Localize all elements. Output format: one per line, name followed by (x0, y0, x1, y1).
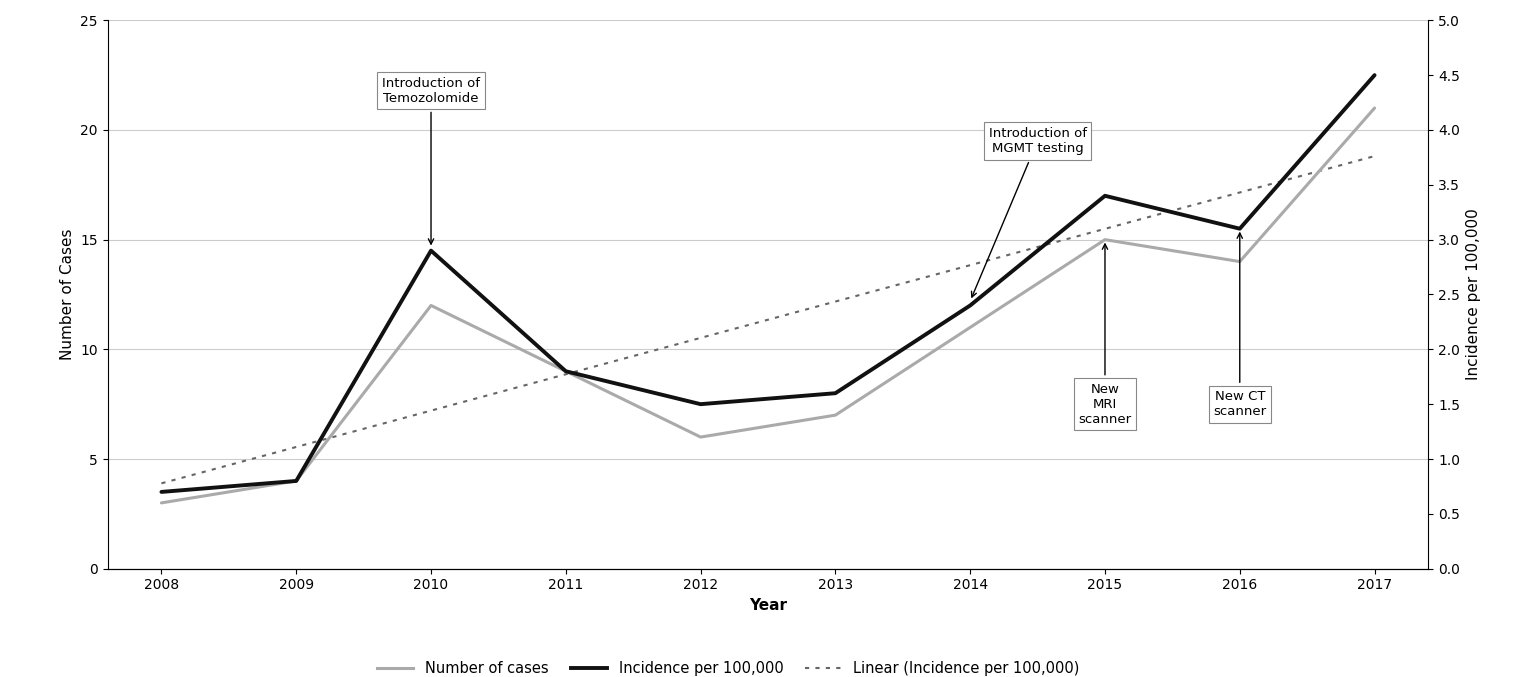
Incidence per 100,000 (556, 367, 574, 375)
Number of cases (422, 301, 441, 309)
Linear (Incidence per 100,000) (287, 443, 306, 451)
Incidence per 100,000 (287, 477, 306, 485)
Number of cases (962, 324, 980, 332)
Text: New
MRI
scanner: New MRI scanner (1078, 244, 1132, 426)
Text: New CT
scanner: New CT scanner (1213, 233, 1266, 418)
Linear (Incidence per 100,000) (152, 479, 170, 487)
Linear (Incidence per 100,000) (691, 334, 710, 342)
Number of cases (826, 411, 845, 419)
Number of cases (691, 433, 710, 441)
Y-axis label: Incidence per 100,000: Incidence per 100,000 (1465, 209, 1481, 380)
X-axis label: Year: Year (750, 598, 786, 613)
Line: Number of cases: Number of cases (161, 108, 1375, 503)
Legend: Number of cases, Incidence per 100,000, Linear (Incidence per 100,000): Number of cases, Incidence per 100,000, … (372, 655, 1086, 677)
Line: Linear (Incidence per 100,000): Linear (Incidence per 100,000) (161, 156, 1375, 483)
Y-axis label: Number of Cases: Number of Cases (60, 229, 75, 360)
Number of cases (1366, 104, 1384, 112)
Linear (Incidence per 100,000) (962, 261, 980, 269)
Number of cases (1230, 257, 1249, 265)
Number of cases (152, 499, 170, 507)
Line: Incidence per 100,000: Incidence per 100,000 (161, 75, 1375, 492)
Linear (Incidence per 100,000) (1366, 152, 1384, 160)
Incidence per 100,000 (962, 301, 980, 309)
Incidence per 100,000 (1366, 71, 1384, 79)
Incidence per 100,000 (152, 488, 170, 496)
Incidence per 100,000 (1095, 192, 1114, 200)
Incidence per 100,000 (422, 246, 441, 255)
Incidence per 100,000 (826, 389, 845, 397)
Linear (Incidence per 100,000) (826, 297, 845, 305)
Text: Introduction of
MGMT testing: Introduction of MGMT testing (971, 127, 1086, 297)
Text: Introduction of
Temozolomide: Introduction of Temozolomide (382, 77, 481, 244)
Linear (Incidence per 100,000) (1095, 225, 1114, 233)
Incidence per 100,000 (691, 400, 710, 408)
Linear (Incidence per 100,000) (422, 407, 441, 415)
Incidence per 100,000 (1230, 225, 1249, 233)
Number of cases (556, 367, 574, 375)
Number of cases (1095, 236, 1114, 244)
Linear (Incidence per 100,000) (1230, 188, 1249, 196)
Linear (Incidence per 100,000) (556, 370, 574, 378)
Number of cases (287, 477, 306, 485)
